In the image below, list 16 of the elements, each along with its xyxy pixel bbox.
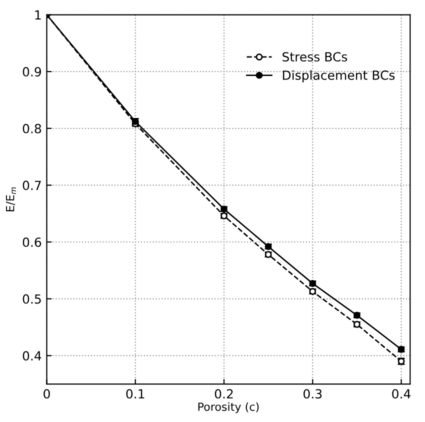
y-tick-label: 0.7: [22, 180, 41, 190]
x-tick-label: 0.4: [392, 389, 410, 399]
y-tick-label: 0.5: [22, 294, 41, 304]
x-tick-label: 0.1: [126, 389, 144, 399]
x-axis-title: Porosity (c): [198, 402, 259, 414]
y-tick-label: 0.8: [22, 124, 42, 134]
y-tick-label: 0.4: [22, 351, 42, 361]
x-tick-label: 0: [44, 389, 50, 399]
x-tick-label: 0.2: [214, 389, 233, 399]
legend-label: Displacement BCs: [282, 70, 395, 82]
legend-label: Stress BCs: [282, 52, 348, 62]
y-tick-label: 1: [35, 10, 41, 20]
y-tick-label: 0.6: [22, 237, 42, 247]
y-axis-title: E/E$_{m}$: [6, 187, 16, 212]
x-tick-label: 0.3: [304, 389, 322, 399]
y-tick-label: 0.9: [22, 67, 42, 77]
